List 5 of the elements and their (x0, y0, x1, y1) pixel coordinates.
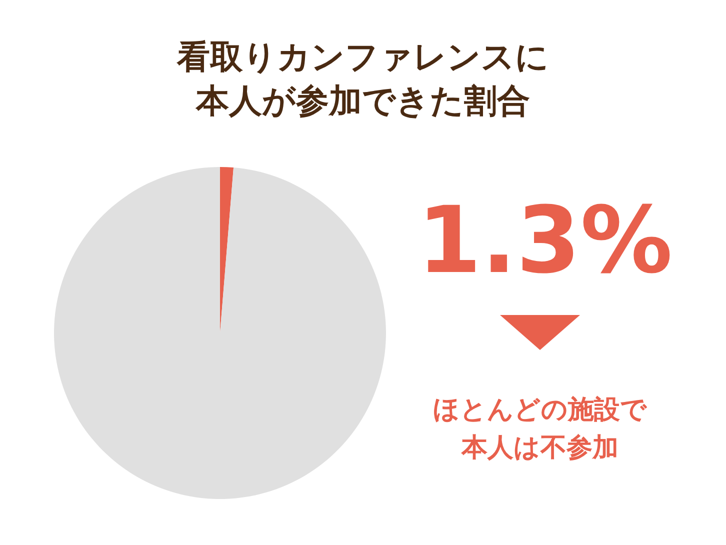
chart-title: 看取りカンファレンスに本人が参加できた割合 (176, 37, 549, 120)
pie-slice (54, 167, 386, 499)
text: ほとんどの施設で本人は不参加 (433, 395, 648, 463)
text: 1.3% (417, 187, 673, 294)
pie-slice (220, 167, 234, 333)
